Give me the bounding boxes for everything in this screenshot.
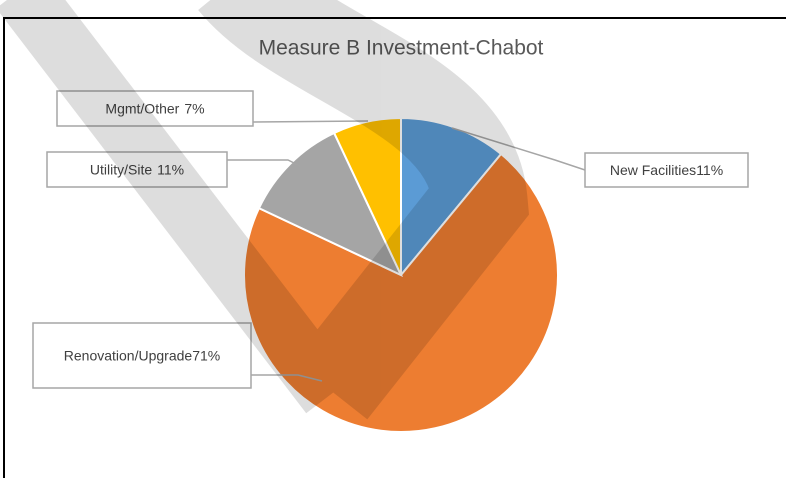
data-label: Renovation/Upgrade71% [64, 347, 220, 363]
leader-line [451, 127, 586, 171]
label-box [32, 322, 252, 389]
data-label: Mgmt/Other 7% [105, 100, 204, 116]
label-name: New Facilities [610, 162, 696, 178]
label-name: Mgmt/Other [105, 100, 179, 116]
label-value: 7% [184, 100, 204, 116]
pie-slice [400, 116, 503, 278]
data-labels: New Facilities11%Renovation/Upgrade71%Ut… [32, 90, 749, 389]
label-name: Utility/Site [90, 161, 152, 177]
pie [243, 116, 559, 433]
label-box [46, 151, 228, 188]
label-name: Renovation/Upgrade [64, 347, 193, 363]
data-label: Utility/Site 11% [90, 161, 184, 177]
pie-slice [257, 131, 404, 278]
label-value: 71% [192, 347, 220, 363]
label-box [56, 90, 254, 127]
label-value: 11% [157, 161, 184, 177]
data-label: New Facilities11% [610, 162, 723, 178]
leader-line [251, 374, 323, 382]
label-box [584, 152, 749, 188]
pie-slice [332, 116, 402, 276]
label-value: 11% [696, 162, 723, 178]
chart-title: Measure B Investment-Chabot [259, 37, 544, 60]
watermark [0, 0, 530, 420]
leader-line [227, 159, 301, 167]
pie-slice [243, 152, 559, 433]
leader-line [252, 120, 369, 123]
